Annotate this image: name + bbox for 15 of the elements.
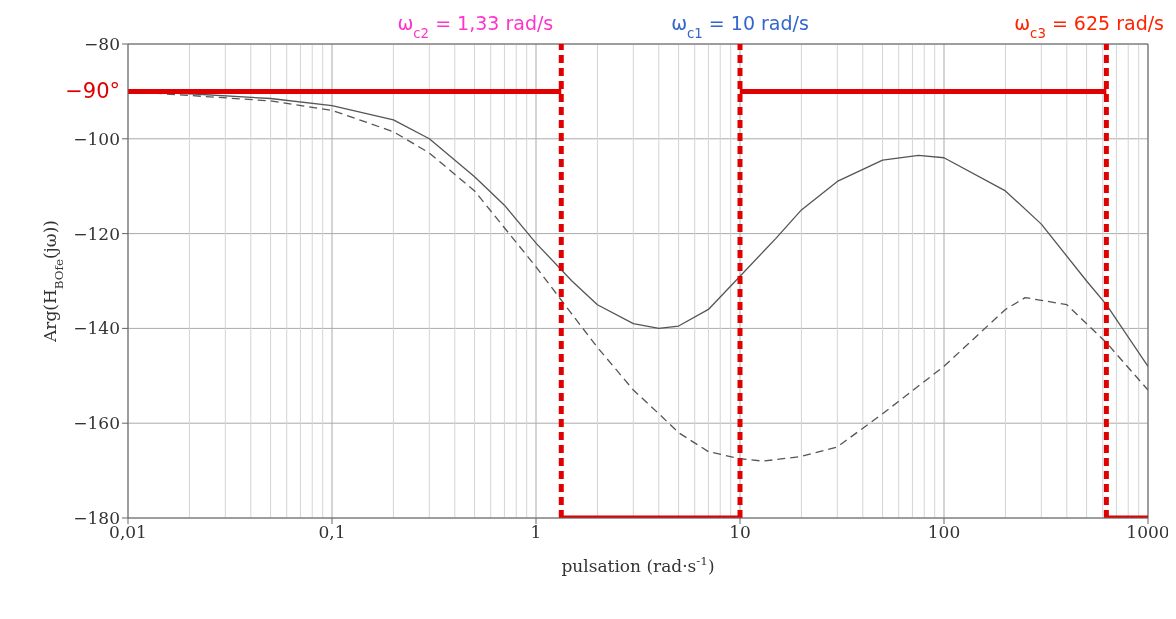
x-axis-title: pulsation (rad·s$^{-1}$) <box>561 554 715 576</box>
x-tick-label: 1000 <box>1126 522 1170 543</box>
x-tick-label: 0,1 <box>318 522 346 543</box>
ref-line-label: ω$_{c2}$ = 1,33 rad/s <box>397 12 554 41</box>
y-tick-label: −120 <box>73 223 120 244</box>
ref-line-label: ω$_{c3}$ = 625 rad/s <box>1014 12 1164 41</box>
y-tick-label: −140 <box>73 318 120 339</box>
y-tick-label: −80 <box>84 34 120 55</box>
ref-line-label: ω$_{c1}$ = 10 rad/s <box>671 12 809 41</box>
x-tick-label: 1 <box>530 522 542 543</box>
x-tick-label: 100 <box>927 522 961 543</box>
y-tick-label: −160 <box>73 413 120 434</box>
x-tick-label: 10 <box>729 522 751 543</box>
y-tick-label: −100 <box>73 128 120 149</box>
annotation: −90° <box>65 79 120 104</box>
